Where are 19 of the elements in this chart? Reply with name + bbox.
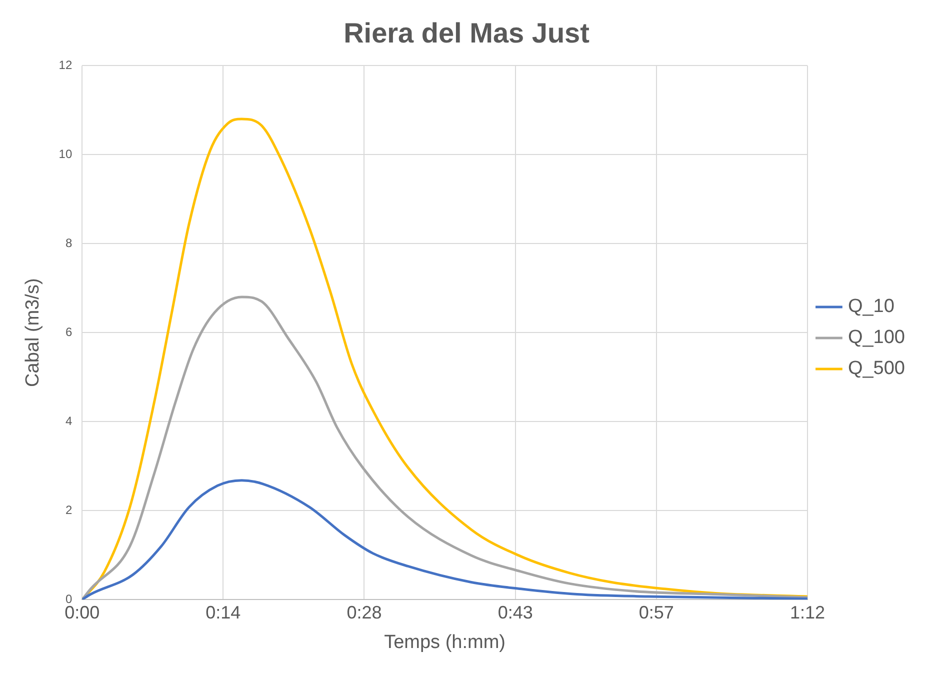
y-tick-label: 2 — [65, 502, 72, 517]
x-tick-label: 0:28 — [346, 602, 382, 622]
y-tick-label: 4 — [65, 414, 72, 428]
legend-label: Q_100 — [848, 327, 905, 348]
y-tick-label: 12 — [58, 58, 72, 72]
x-tick-label: 0:14 — [206, 602, 241, 622]
y-axis-title: Cabal (m3/s) — [22, 278, 44, 387]
line-series — [82, 296, 808, 600]
x-tick-label: 0:43 — [498, 602, 533, 622]
chart-title: Riera del Mas Just — [344, 18, 590, 49]
y-tick-label: 10 — [58, 146, 72, 161]
x-axis-title: Temps (h:mm) — [384, 632, 506, 653]
x-tick-label: 1:12 — [790, 602, 825, 622]
y-tick-label: 6 — [65, 324, 72, 339]
y-tick-label: 8 — [65, 236, 72, 250]
line-series — [82, 479, 808, 600]
legend-label: Q_10 — [848, 296, 894, 318]
x-tick-label: 0:57 — [638, 602, 674, 622]
legend-label: Q_500 — [848, 358, 905, 380]
